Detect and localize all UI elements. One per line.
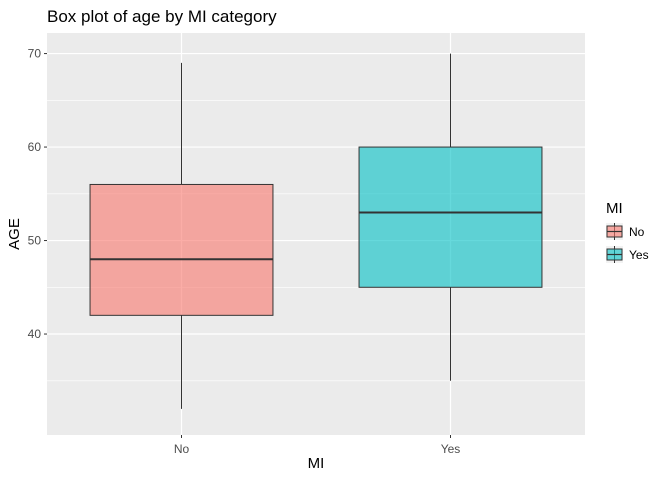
legend: MI No Yes	[606, 200, 649, 263]
legend-title: MI	[606, 200, 623, 217]
legend-label-no: No	[629, 225, 645, 239]
y-tick-label: 50	[28, 234, 42, 248]
y-axis-ticks: 40 50 60 70	[28, 47, 47, 341]
box-yes	[358, 53, 543, 381]
y-tick-label: 40	[28, 327, 42, 341]
y-tick-label: 60	[28, 140, 42, 154]
x-axis-ticks: No Yes	[174, 435, 460, 456]
y-tick-label: 70	[28, 47, 42, 61]
chart-title: Box plot of age by MI category	[47, 7, 277, 26]
y-axis-title: AGE	[6, 218, 23, 250]
x-axis-title: MI	[308, 455, 325, 472]
x-tick-label: Yes	[441, 442, 461, 456]
legend-label-yes: Yes	[629, 248, 649, 262]
x-tick-label: No	[174, 442, 190, 456]
iqr-box	[89, 183, 274, 316]
iqr-box	[358, 146, 543, 288]
boxes	[89, 53, 543, 409]
box-no	[89, 62, 274, 409]
